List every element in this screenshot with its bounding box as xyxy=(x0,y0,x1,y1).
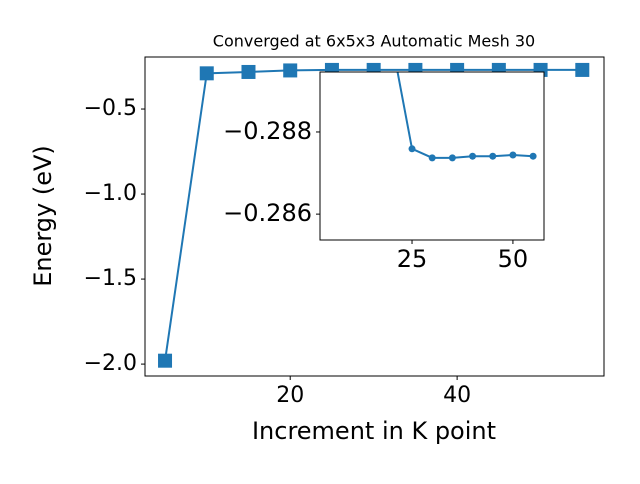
y-tick-label: −0.5 xyxy=(84,96,137,121)
y-tick-label: −2.0 xyxy=(84,351,137,376)
marker xyxy=(408,145,416,153)
marker xyxy=(489,152,497,160)
axes-frame xyxy=(144,56,605,377)
y-tick-label: −0.288 xyxy=(223,117,312,145)
x-tick-label: 25 xyxy=(397,245,428,273)
marker xyxy=(283,63,298,78)
marker xyxy=(241,64,256,79)
x-tick-label: 20 xyxy=(276,383,304,408)
axes-frame xyxy=(319,71,545,241)
y-axis-label: Energy (eV) xyxy=(29,145,57,287)
marker xyxy=(529,152,537,160)
marker xyxy=(428,154,436,162)
chart-title: Converged at 6x5x3 Automatic Mesh 30 xyxy=(213,32,535,51)
y-tick-label: −0.286 xyxy=(223,199,312,227)
marker xyxy=(509,151,517,159)
marker xyxy=(469,152,477,160)
y-tick-label: −1.5 xyxy=(84,266,137,291)
x-axis-label: Increment in K point xyxy=(252,417,496,445)
y-tick-label: −1.0 xyxy=(84,181,137,206)
marker xyxy=(575,62,590,77)
marker xyxy=(199,66,214,81)
marker xyxy=(448,154,456,162)
x-tick-label: 40 xyxy=(443,383,471,408)
marker xyxy=(158,353,173,368)
x-tick-label: 50 xyxy=(498,245,529,273)
plot-area xyxy=(396,72,537,162)
